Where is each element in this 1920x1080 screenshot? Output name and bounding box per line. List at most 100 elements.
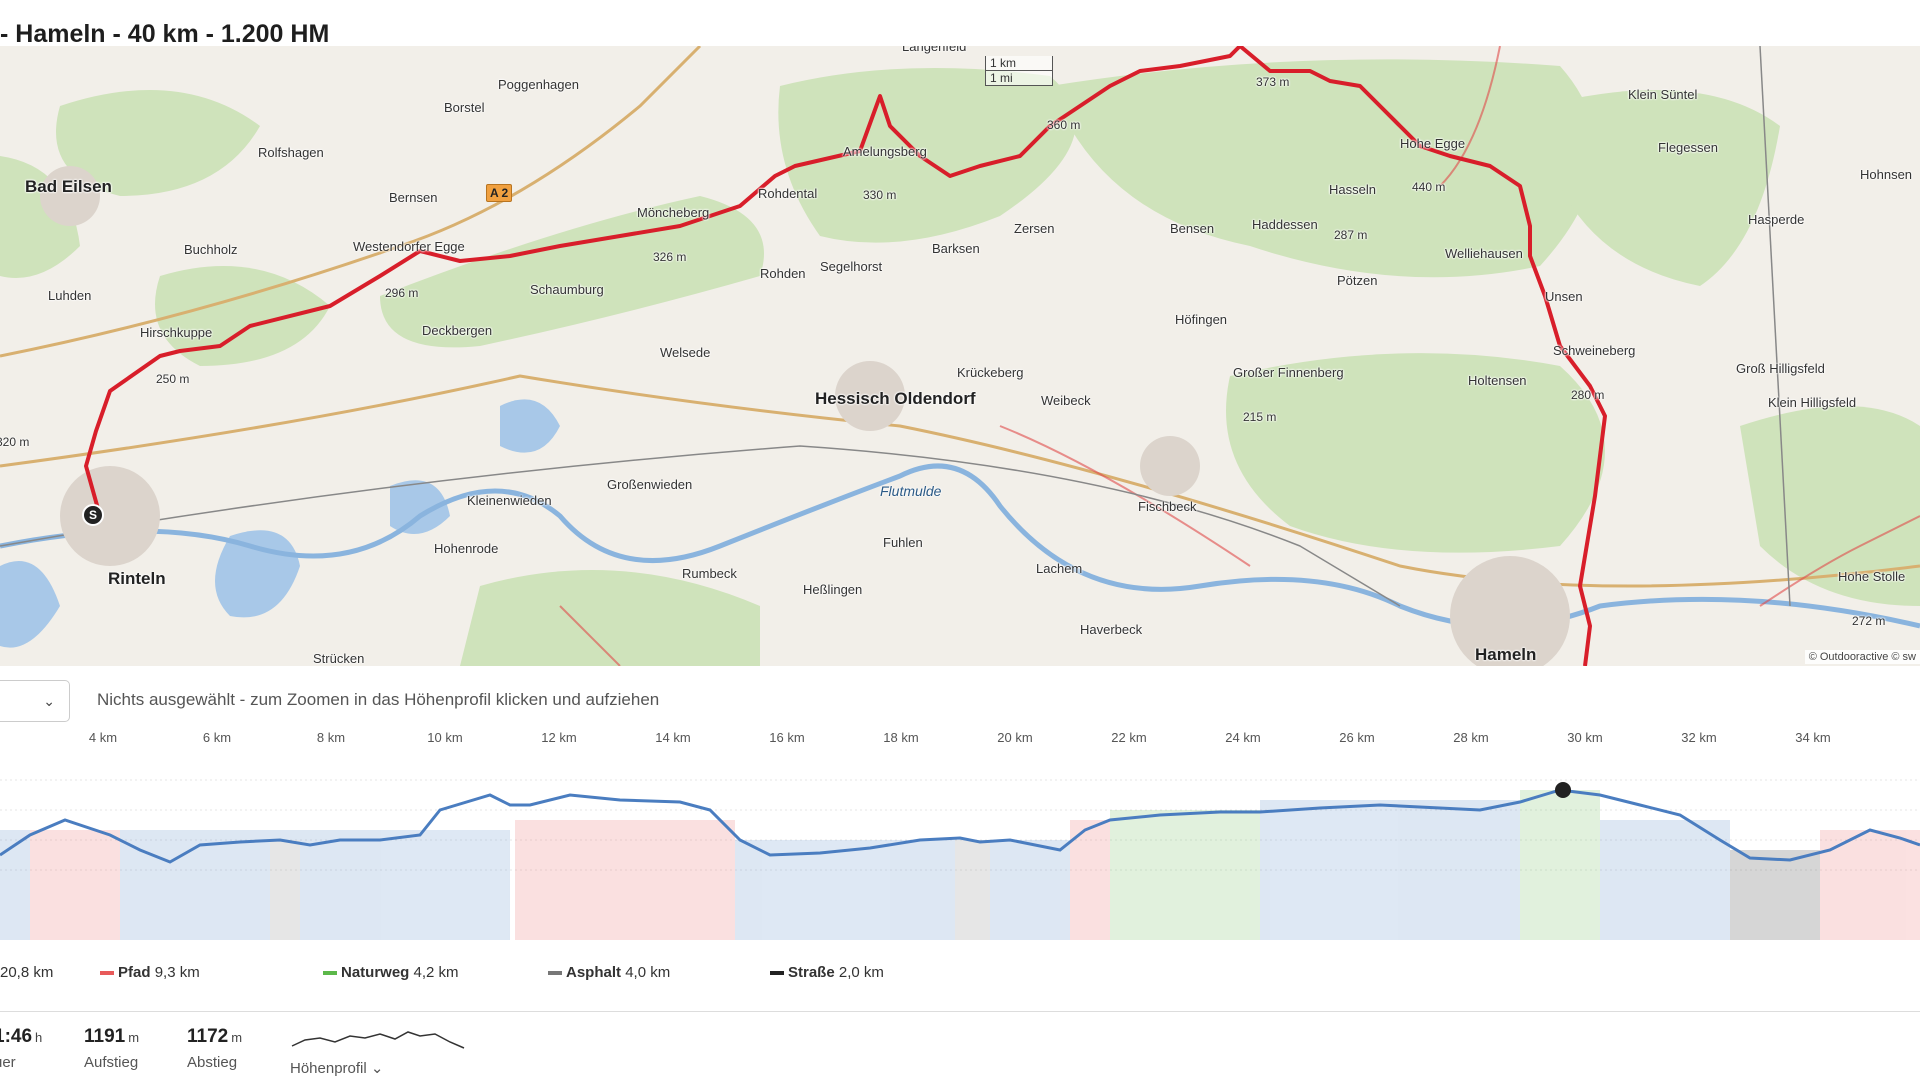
place-label: Großenwieden bbox=[607, 477, 693, 492]
profile-selection-row: ⌄ Nichts ausgewählt - zum Zoomen in das … bbox=[0, 676, 1920, 726]
peak-label: 326 m bbox=[653, 250, 687, 264]
place-label: Höfingen bbox=[1175, 312, 1228, 327]
place-label: Groß Hilligsfeld bbox=[1736, 361, 1825, 376]
legend-item: Pfad 9,3 km bbox=[100, 964, 200, 981]
highway-badge: A 2 bbox=[486, 184, 513, 202]
place-label: Klein Süntel bbox=[1628, 87, 1698, 102]
place-label: Hasperde bbox=[1748, 212, 1805, 227]
place-label: Möncheberg bbox=[637, 205, 710, 220]
place-label: Kleinenwieden bbox=[467, 493, 552, 508]
legend-item: 20,8 km bbox=[0, 964, 54, 981]
legend-item: Asphalt 4,0 km bbox=[548, 964, 670, 981]
place-label: Westendorfer Egge bbox=[353, 239, 465, 254]
place-label: Welliehausen bbox=[1445, 246, 1523, 261]
x-tick-label: 10 km bbox=[427, 730, 463, 745]
place-label: Hohnsen bbox=[1860, 167, 1913, 182]
place-label: Rohdental bbox=[758, 186, 818, 201]
place-label: Schaumburg bbox=[530, 282, 604, 297]
place-label: Hasseln bbox=[1329, 182, 1376, 197]
mini-profile-icon bbox=[291, 1031, 465, 1049]
scale-mi: 1 mi bbox=[985, 71, 1053, 86]
map-canvas bbox=[0, 46, 1920, 666]
x-tick-label: 26 km bbox=[1339, 730, 1375, 745]
stat-duration: 1:46h uer bbox=[0, 1026, 43, 1071]
place-label: Holtensen bbox=[1468, 373, 1527, 388]
legend-item: Naturweg 4,2 km bbox=[323, 964, 459, 981]
place-label: Amelungsberg bbox=[843, 144, 927, 159]
profile-chart bbox=[0, 779, 1920, 940]
place-label: Rohden bbox=[760, 266, 806, 281]
place-label: Hessisch Oldendorf bbox=[815, 389, 976, 408]
place-label: Strücken bbox=[313, 651, 365, 666]
place-label: Pötzen bbox=[1337, 273, 1378, 288]
divider bbox=[0, 1011, 1920, 1012]
place-label: Bad Eilsen bbox=[25, 177, 112, 196]
profile-toggle[interactable]: Höhenprofil ⌄ bbox=[290, 1026, 466, 1077]
lakes bbox=[0, 399, 560, 648]
place-label: Rinteln bbox=[108, 569, 166, 588]
summit-marker bbox=[1555, 782, 1571, 798]
place-label: Unsen bbox=[1545, 289, 1583, 304]
place-label: Heßlingen bbox=[803, 582, 863, 597]
peak-label: 296 m bbox=[385, 286, 419, 300]
place-label: Langenfeld bbox=[902, 46, 967, 54]
place-label: Hirschkuppe bbox=[140, 325, 213, 340]
peak-label: 215 m bbox=[1243, 410, 1277, 424]
place-label: Fuhlen bbox=[883, 535, 923, 550]
place-label: Zersen bbox=[1014, 221, 1055, 236]
x-tick-label: 8 km bbox=[316, 730, 346, 745]
x-tick-label: 30 km bbox=[1567, 730, 1603, 745]
x-tick-label: 4 km bbox=[88, 730, 118, 745]
x-tick-label: 12 km bbox=[541, 730, 577, 745]
peak-label: 373 m bbox=[1256, 75, 1290, 89]
place-label: Bernsen bbox=[389, 190, 438, 205]
place-label: Großer Finnenberg bbox=[1233, 365, 1344, 380]
x-tick-label: 32 km bbox=[1681, 730, 1717, 745]
peak-label: 287 m bbox=[1334, 228, 1368, 242]
selection-hint: Nichts ausgewählt - zum Zoomen in das Hö… bbox=[97, 690, 660, 709]
scale-km: 1 km bbox=[985, 56, 1053, 71]
profile-dropdown[interactable]: ⌄ bbox=[0, 680, 70, 722]
place-label: Deckbergen bbox=[422, 323, 493, 338]
place-label: Haddessen bbox=[1252, 217, 1318, 232]
peak-label: 440 m bbox=[1412, 180, 1446, 194]
place-label: Welsede bbox=[660, 345, 711, 360]
place-label: Barksen bbox=[932, 241, 980, 256]
x-tick-label: 14 km bbox=[655, 730, 691, 745]
map-scale: 1 km 1 mi bbox=[985, 56, 1053, 86]
place-label: Hameln bbox=[1475, 645, 1537, 664]
x-tick-label: 34 km bbox=[1795, 730, 1831, 745]
place-label: Fischbeck bbox=[1138, 499, 1197, 514]
start-marker[interactable]: S bbox=[82, 504, 104, 526]
x-tick-label: 16 km bbox=[769, 730, 805, 745]
place-label: Flutmulde bbox=[880, 483, 942, 499]
route-line bbox=[84, 46, 1607, 666]
place-label: Segelhorst bbox=[820, 259, 883, 274]
route-map[interactable]: S A 2 1 km 1 mi © Outdooractive © sw Bad… bbox=[0, 46, 1920, 666]
x-tick-label: 28 km bbox=[1453, 730, 1489, 745]
map-attribution[interactable]: © Outdooractive © sw bbox=[1804, 650, 1920, 664]
place-label: Hohenrode bbox=[434, 541, 499, 556]
peak-label: 330 m bbox=[863, 188, 897, 202]
place-label: Luhden bbox=[48, 288, 92, 303]
place-label: Hohe Stolle bbox=[1838, 569, 1906, 584]
elevation-profile[interactable]: 4 km 6 km 8 km 10 km 12 km 14 km 16 km 1… bbox=[0, 730, 1920, 950]
place-label: Klein Hilligsfeld bbox=[1768, 395, 1857, 410]
place-label: Hohe Egge bbox=[1400, 136, 1466, 151]
peak-label: 360 m bbox=[1047, 118, 1081, 132]
peak-label: 250 m bbox=[156, 372, 190, 386]
x-tick-label: 6 km bbox=[202, 730, 232, 745]
place-label: Poggenhagen bbox=[498, 77, 579, 92]
stat-descent: 1172 m Abstieg bbox=[187, 1026, 243, 1071]
legend-item: Straße 2,0 km bbox=[770, 964, 884, 981]
peak-label: 320 m bbox=[0, 435, 30, 449]
x-tick-label: 22 km bbox=[1111, 730, 1147, 745]
place-label: Lachem bbox=[1036, 561, 1083, 576]
place-label: Krückeberg bbox=[957, 365, 1024, 380]
peak-label: 272 m bbox=[1852, 614, 1886, 628]
place-label: Haverbeck bbox=[1080, 622, 1143, 637]
surface-legend: 20,8 km Pfad 9,3 km Naturweg 4,2 km Asph… bbox=[0, 960, 1920, 990]
settlements bbox=[40, 166, 1570, 666]
place-label: Borstel bbox=[444, 100, 485, 115]
